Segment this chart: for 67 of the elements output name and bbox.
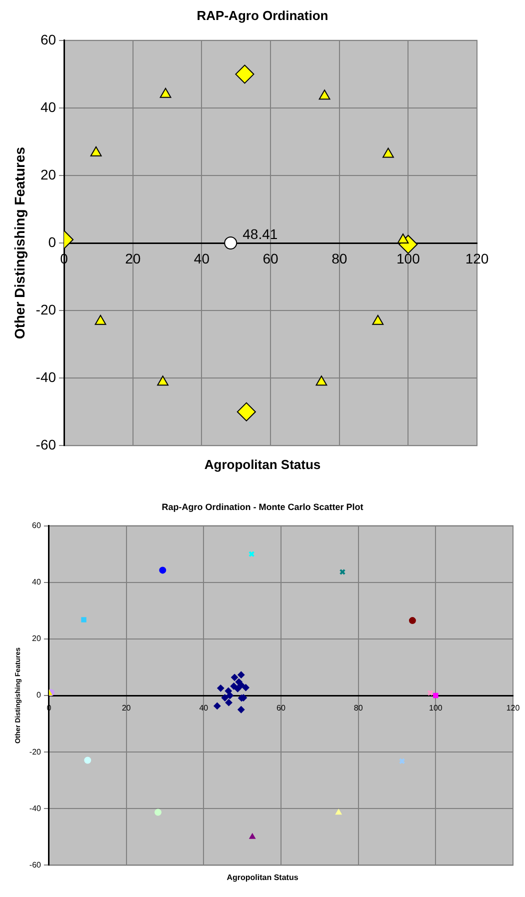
point: [433, 692, 438, 698]
y-tick-label: 0: [36, 690, 42, 700]
annotation: 48.41: [242, 226, 278, 242]
x-tick-label: 40: [199, 704, 209, 713]
point: [238, 706, 245, 714]
point: [316, 376, 328, 386]
point: [157, 376, 168, 386]
x-tick-label: 20: [125, 250, 141, 266]
point: [94, 314, 106, 325]
point: [238, 682, 245, 689]
point: [427, 690, 434, 696]
x-tick-label: 120: [465, 250, 489, 266]
point: [224, 236, 238, 250]
point: [336, 809, 342, 815]
y-tick-label: 0: [48, 234, 56, 250]
point: [225, 699, 232, 706]
x-axis-title: Agropolitan Status: [203, 457, 322, 472]
x-tick-label: 100: [396, 250, 420, 266]
point: [398, 758, 406, 764]
point: [408, 617, 416, 624]
x-tick-label: 100: [428, 704, 443, 713]
point: [242, 684, 250, 692]
y-tick-label: 20: [32, 634, 42, 644]
point: [230, 682, 238, 690]
y-tick-label: 60: [40, 31, 56, 48]
point: [231, 674, 238, 681]
x-tick-label: 20: [122, 704, 132, 713]
point: [249, 833, 256, 839]
chart-title: RAP-Agro Ordination: [196, 8, 330, 23]
point: [221, 694, 228, 702]
chart-title: Rap-Agro Ordination - Monte Carlo Scatter Plot: [160, 502, 364, 512]
y-tick-label: -60: [29, 860, 42, 870]
point: [372, 314, 384, 325]
x-tick-label: 80: [354, 704, 364, 713]
point: [84, 756, 92, 764]
point: [81, 617, 86, 622]
point: [217, 684, 224, 692]
point: [238, 671, 245, 678]
y-tick-label: -40: [36, 368, 56, 385]
y-axis-title: Other Distingishing Features: [11, 146, 28, 340]
x-tick-label: 120: [506, 704, 520, 713]
point: [236, 402, 256, 422]
y-tick-label: -60: [36, 436, 56, 452]
point: [159, 566, 166, 574]
x-tick-label: 60: [276, 704, 286, 713]
y-tick-label: 40: [40, 98, 56, 115]
point: [226, 692, 234, 699]
point: [224, 687, 232, 694]
point: [382, 148, 394, 158]
y-tick-label: 20: [40, 166, 56, 182]
y-tick-label: 40: [32, 578, 42, 587]
point: [339, 568, 346, 576]
point: [160, 88, 172, 98]
point: [154, 808, 162, 816]
y-tick-label: 60: [32, 521, 42, 530]
x-tick-label: 60: [262, 250, 279, 266]
x-axis-title: Agropolitan Status: [226, 873, 300, 882]
y-tick-label: -20: [36, 301, 56, 318]
point: [90, 146, 102, 156]
y-tick-label: -20: [29, 747, 42, 756]
point: [235, 64, 254, 84]
x-tick-label: 80: [332, 250, 348, 266]
y-tick-label: -40: [29, 804, 42, 813]
point: [318, 90, 330, 100]
x-tick-label: 40: [194, 250, 210, 266]
point: [248, 550, 255, 558]
point: [214, 702, 221, 710]
